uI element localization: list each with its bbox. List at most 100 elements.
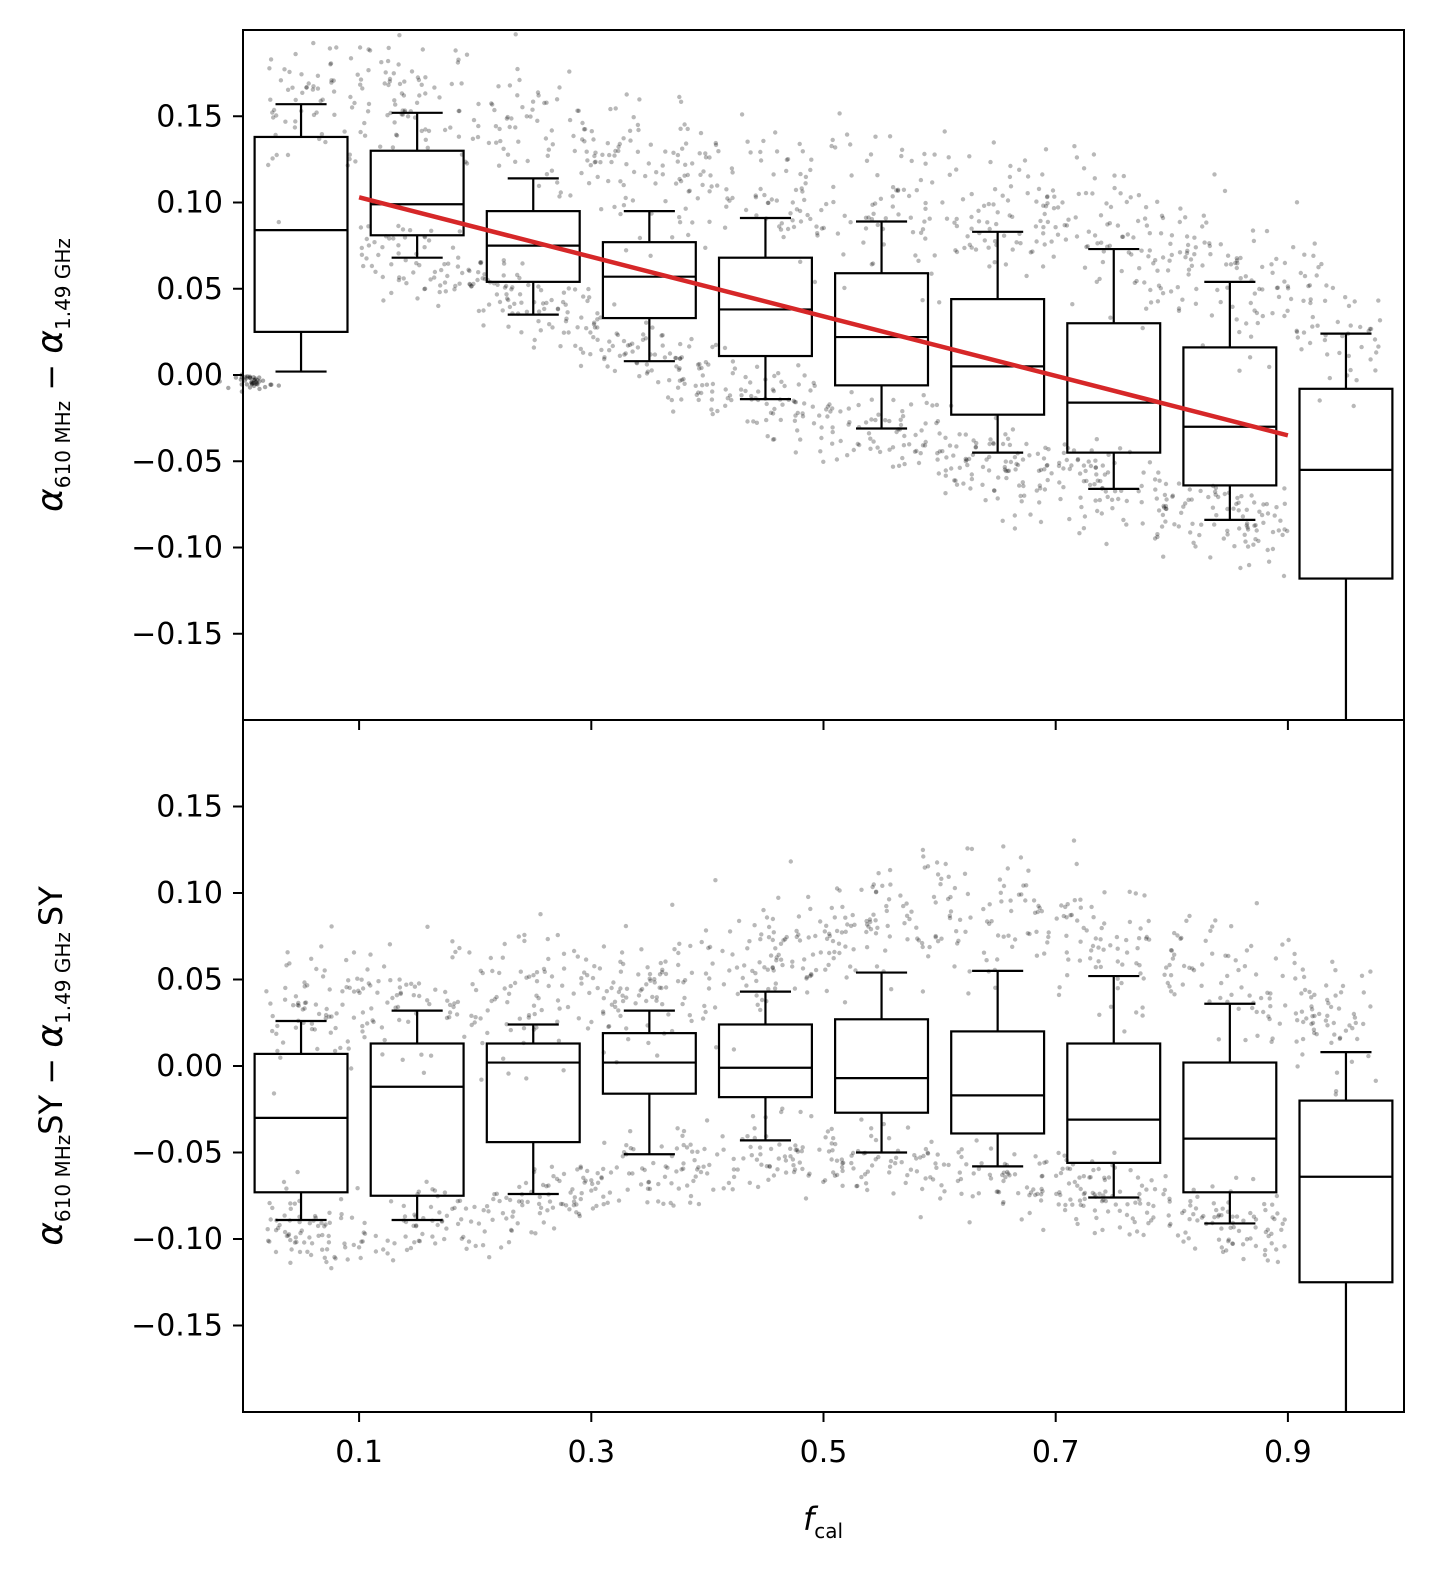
scatter-point [1088, 1175, 1093, 1180]
scatter-point [952, 885, 958, 891]
scatter-point [700, 1016, 706, 1021]
scatter-point [526, 1015, 531, 1020]
scatter-point [302, 984, 307, 989]
scatter-point [929, 271, 934, 276]
scatter-point [1191, 1212, 1196, 1217]
scatter-point [918, 451, 923, 456]
scatter-point [362, 120, 367, 126]
scatter-point [546, 1183, 551, 1188]
scatter-point [1155, 534, 1160, 540]
scatter-point [376, 979, 381, 984]
scatter-point [661, 1201, 666, 1207]
scatter-point [849, 390, 854, 395]
scatter-point [1302, 987, 1308, 993]
scatter-point [710, 389, 715, 394]
y-label-bottom-mid: SY − [32, 1048, 70, 1135]
scatter-point [1191, 540, 1196, 545]
scatter-point [995, 210, 1000, 215]
y-tick-label: −0.10 [131, 531, 223, 566]
scatter-point [790, 1157, 796, 1162]
scatter-point [790, 959, 795, 964]
scatter-point [713, 142, 719, 148]
scatter-point [723, 387, 728, 392]
y-axis-label-top: α610 MHz − α1.49 GHz [30, 238, 75, 512]
scatter-point [1013, 467, 1018, 472]
scatter-point [1005, 198, 1011, 203]
scatter-point [558, 1201, 564, 1207]
scatter-point [305, 983, 310, 988]
scatter-point [1310, 1014, 1315, 1019]
scatter-point [515, 272, 520, 278]
scatter-point [731, 1167, 737, 1172]
scatter-point [727, 393, 733, 398]
scatter-point [633, 1001, 638, 1006]
scatter-point [891, 1191, 896, 1196]
scatter-point [614, 331, 619, 336]
scatter-point [1012, 455, 1018, 460]
scatter-point [1113, 1202, 1119, 1207]
scatter-point [890, 194, 895, 199]
scatter-point [619, 950, 625, 955]
scatter-point [599, 1175, 604, 1180]
scatter-point [1046, 447, 1051, 452]
scatter-point [464, 52, 470, 57]
scatter-point [1358, 324, 1363, 330]
scatter-point [538, 912, 543, 917]
scatter-point [908, 215, 913, 220]
scatter-point [1041, 1227, 1046, 1233]
scatter-point [1299, 1009, 1305, 1014]
scatter-point [1292, 960, 1297, 966]
scatter-point [561, 1068, 566, 1073]
scatter-point [456, 57, 461, 62]
scatter-point [1311, 1027, 1317, 1032]
scatter-point [535, 90, 541, 95]
scatter-point [1206, 494, 1211, 500]
boxplot-2 [369, 111, 465, 259]
scatter-point [992, 187, 998, 192]
scatter-point [864, 945, 870, 950]
scatter-point [792, 418, 798, 423]
scatter-point [300, 90, 305, 96]
scatter-point [1285, 284, 1291, 289]
scatter-point [1312, 992, 1317, 997]
scatter-point [411, 993, 416, 998]
scatter-point [560, 983, 565, 988]
scatter-point [726, 1180, 732, 1186]
box [1182, 346, 1278, 487]
scatter-point [1018, 493, 1023, 499]
scatter-point [1102, 890, 1107, 895]
scatter-point [648, 978, 653, 983]
scatter-point [1144, 306, 1149, 311]
scatter-point [1265, 511, 1271, 516]
scatter-point [709, 184, 714, 189]
scatter-point [1000, 518, 1005, 523]
scatter-point [565, 310, 570, 315]
scatter-point [870, 261, 876, 266]
scatter-point [802, 401, 807, 406]
scatter-point [600, 1009, 606, 1014]
scatter-point [730, 359, 736, 364]
scatter-point [1159, 213, 1165, 218]
scatter-point [616, 1008, 621, 1013]
scatter-point [626, 1037, 631, 1042]
scatter-point [502, 986, 507, 991]
scatter-point [940, 200, 945, 205]
scatter-point [1230, 1214, 1235, 1219]
scatter-point [1291, 245, 1296, 250]
scatter-point [1077, 1198, 1083, 1203]
scatter-point [1060, 200, 1065, 205]
scatter-point [1180, 297, 1185, 302]
scatter-point [572, 148, 577, 154]
scatter-point [405, 114, 411, 119]
scatter-point [1096, 959, 1101, 964]
scatter-point [1066, 217, 1071, 222]
scatter-point [792, 399, 797, 405]
scatter-point [831, 199, 836, 205]
scatter-point [1101, 1197, 1106, 1203]
scatter-point [623, 351, 628, 356]
scatter-point [890, 445, 896, 450]
scatter-point [1218, 242, 1224, 247]
scatter-point [455, 60, 461, 65]
scatter-point [1349, 1059, 1355, 1065]
scatter-point [682, 978, 688, 983]
